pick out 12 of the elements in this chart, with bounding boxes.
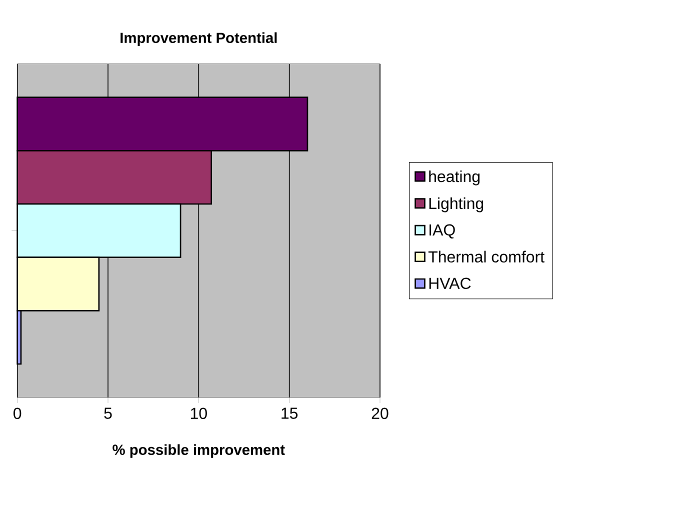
legend-label: IAQ (430, 224, 455, 239)
x-tick-label: 10 (190, 408, 207, 420)
legend-label: HVAC (429, 278, 471, 290)
legend-label: heating (429, 170, 480, 186)
legend-label: Thermal comfort (428, 250, 544, 263)
x-tick-label: 0 (14, 408, 22, 420)
x-axis-title: % possible improvement (112, 444, 285, 458)
x-tick-label: 20 (372, 408, 388, 420)
chart-title: Improvement Potential (120, 32, 277, 46)
x-tick-label: 5 (104, 408, 112, 420)
x-tick-label: 15 (282, 408, 298, 420)
legend-label: Lighting (429, 198, 484, 212)
